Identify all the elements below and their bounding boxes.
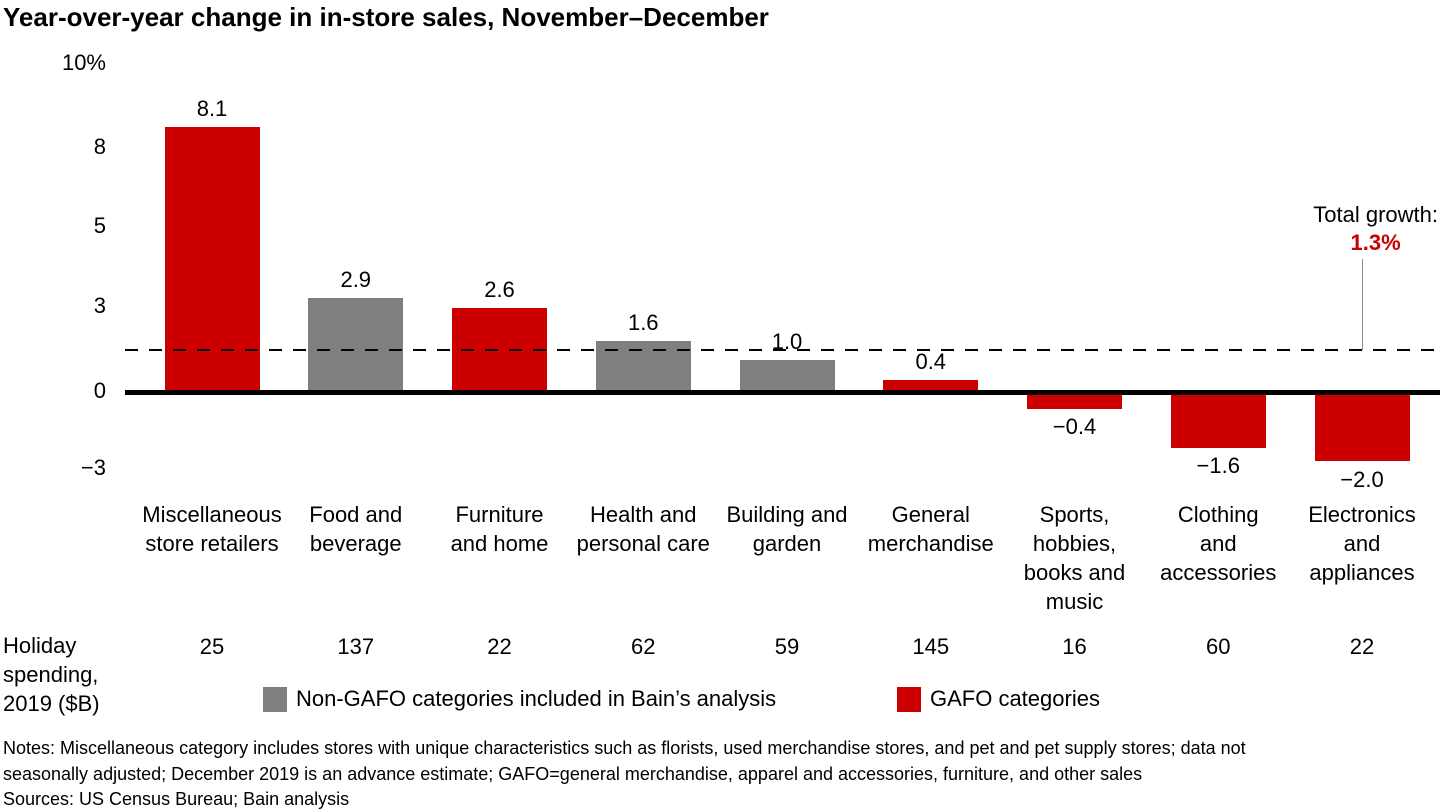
- bar: [164, 127, 260, 395]
- y-axis-tick-label: 0: [93, 378, 106, 403]
- y-axis-tick-label: −3: [80, 455, 106, 480]
- y-axis-tick-label: 10%: [61, 50, 106, 75]
- bar-value-label: 8.1: [196, 96, 228, 122]
- bar: [1170, 394, 1266, 448]
- category-label: Health and personal care: [576, 502, 710, 556]
- y-axis-tick-label: 5: [93, 213, 106, 238]
- legend-label: GAFO categories: [930, 686, 1100, 711]
- category-label: Clothing and accessories: [1160, 502, 1277, 585]
- holiday-spending-value: 137: [337, 634, 375, 659]
- category-label: Sports, hobbies, books and music: [1023, 502, 1126, 614]
- total-growth-reference-line: [125, 349, 1440, 351]
- total-growth-annotation: Total growth: 1.3%: [1313, 201, 1438, 257]
- total-growth-value: 1.3%: [1350, 230, 1401, 255]
- holiday-spending-value: 16: [1062, 634, 1087, 659]
- annotation-pointer-line: [1362, 259, 1363, 350]
- bar-value-label: 1.6: [627, 309, 659, 335]
- legend-item: GAFO categories: [897, 686, 1100, 712]
- bar-value-label: 1.0: [771, 329, 803, 355]
- category-label: Electronics and appliances: [1308, 502, 1416, 585]
- bar-value-label: 2.9: [340, 266, 372, 292]
- y-axis-tick-label: 8: [93, 134, 106, 159]
- bar-value-label: 0.4: [915, 348, 947, 374]
- chart-title: Year-over-year change in in-store sales,…: [3, 2, 769, 32]
- bar: [1027, 394, 1122, 409]
- legend-label: Non-GAFO categories included in Bain’s a…: [296, 686, 777, 711]
- x-axis-line: [125, 390, 1440, 395]
- bar: [308, 297, 404, 395]
- bar: [452, 307, 547, 395]
- notes-text: Notes: Miscellaneous category includes s…: [3, 738, 1246, 784]
- category-label: Food and beverage: [309, 502, 403, 556]
- holiday-spending-value: 145: [912, 634, 950, 659]
- holiday-spending-value: 59: [774, 634, 800, 659]
- holiday-spending-value: 60: [1206, 634, 1231, 659]
- sources-text: Sources: US Census Bureau; Bain analysis: [3, 789, 350, 809]
- category-label: Building and garden: [726, 502, 848, 556]
- bar-value-label: 2.6: [484, 276, 515, 302]
- bar: [1314, 394, 1410, 462]
- bar-value-label: −1.6: [1196, 453, 1240, 479]
- legend-swatch-non-gafo: [263, 686, 287, 712]
- category-label: Miscellaneous store retailers: [142, 502, 282, 556]
- legend-swatch-gafo: [897, 686, 921, 712]
- bar: [739, 360, 835, 395]
- bar-value-label: −2.0: [1340, 466, 1384, 492]
- holiday-spending-value: 62: [631, 634, 656, 659]
- category-label: Furniture and home: [450, 502, 549, 556]
- holiday-spending-row-label: Holiday spending, 2019 ($B): [3, 633, 100, 716]
- total-growth-label: Total growth:: [1313, 202, 1438, 227]
- legend-item: Non-GAFO categories included in Bain’s a…: [263, 686, 776, 712]
- bar-value-label: −0.4: [1052, 414, 1097, 440]
- holiday-spending-value: 22: [487, 634, 512, 659]
- holiday-spending-value: 25: [199, 634, 225, 659]
- y-axis-tick-label: 3: [93, 293, 106, 318]
- holiday-spending-value: 22: [1349, 634, 1375, 659]
- category-label: General merchandise: [867, 502, 994, 556]
